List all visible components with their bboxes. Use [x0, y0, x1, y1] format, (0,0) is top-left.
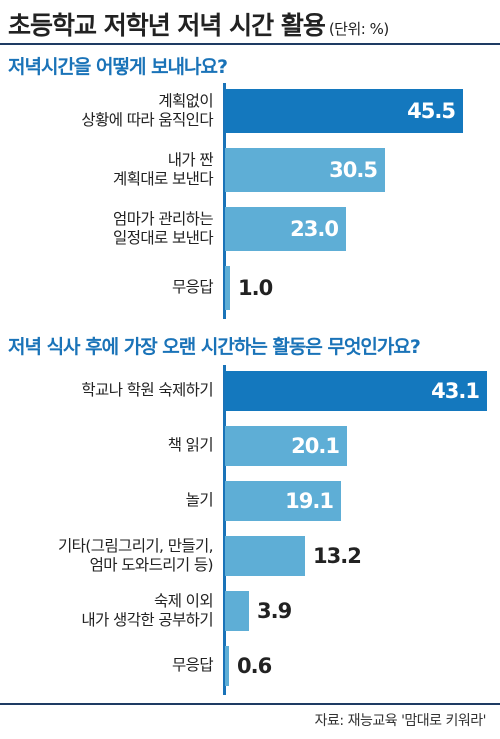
category-label: 내가 짠 계획대로 보낸다	[113, 150, 214, 188]
category-label: 기타(그림그리기, 만들기, 엄마 도와드리기 등)	[57, 536, 214, 574]
value-label: 45.5	[407, 98, 456, 123]
bar	[225, 425, 347, 466]
value-label: 19.1	[285, 488, 334, 513]
category-label: 책 읽기	[167, 436, 214, 454]
category-label: 계획없이 상황에 따라 움직인다	[81, 91, 213, 129]
section-2-title: 저녁 식사 후에 가장 오랜 시간하는 활동은 무엇인가요?	[8, 336, 421, 358]
bar	[225, 645, 229, 686]
source-note: 자료: 재능교육 '맘대로 키워라'	[314, 713, 487, 729]
value-label: 20.1	[291, 433, 340, 458]
value-label: 13.2	[313, 543, 362, 568]
category-label: 무응답	[172, 656, 214, 674]
bar	[225, 535, 305, 576]
bar	[225, 88, 463, 133]
page-title: 초등학교 저학년 저녁 시간 활용 (단위: %)	[8, 6, 389, 42]
category-label: 엄마가 관리하는 일정대로 보낸다	[113, 209, 214, 247]
category-label: 무응답	[172, 278, 214, 296]
bottom-rule	[0, 703, 500, 705]
bar	[225, 480, 341, 521]
unit-label: (단위: %)	[328, 20, 389, 38]
category-label: 놀기	[185, 491, 214, 509]
bar	[225, 206, 346, 251]
title-text: 초등학교 저학년 저녁 시간 활용	[8, 11, 326, 40]
value-label: 30.5	[329, 157, 378, 182]
bar	[225, 265, 230, 310]
value-label: 0.6	[237, 653, 272, 678]
value-label: 1.0	[238, 275, 273, 300]
chart-axis-line	[223, 365, 226, 695]
bar	[225, 590, 249, 631]
chart-axis-line	[223, 83, 226, 319]
bar	[225, 370, 487, 411]
bar	[225, 147, 385, 192]
category-label: 학교나 학원 숙제하기	[81, 381, 213, 399]
value-label: 3.9	[257, 598, 292, 623]
category-label: 숙제 이외 내가 생각한 공부하기	[81, 591, 213, 629]
top-rule	[0, 43, 500, 45]
value-label: 23.0	[290, 216, 339, 241]
section-1-title: 저녁시간을 어떻게 보내나요?	[8, 56, 228, 78]
value-label: 43.1	[431, 378, 480, 403]
